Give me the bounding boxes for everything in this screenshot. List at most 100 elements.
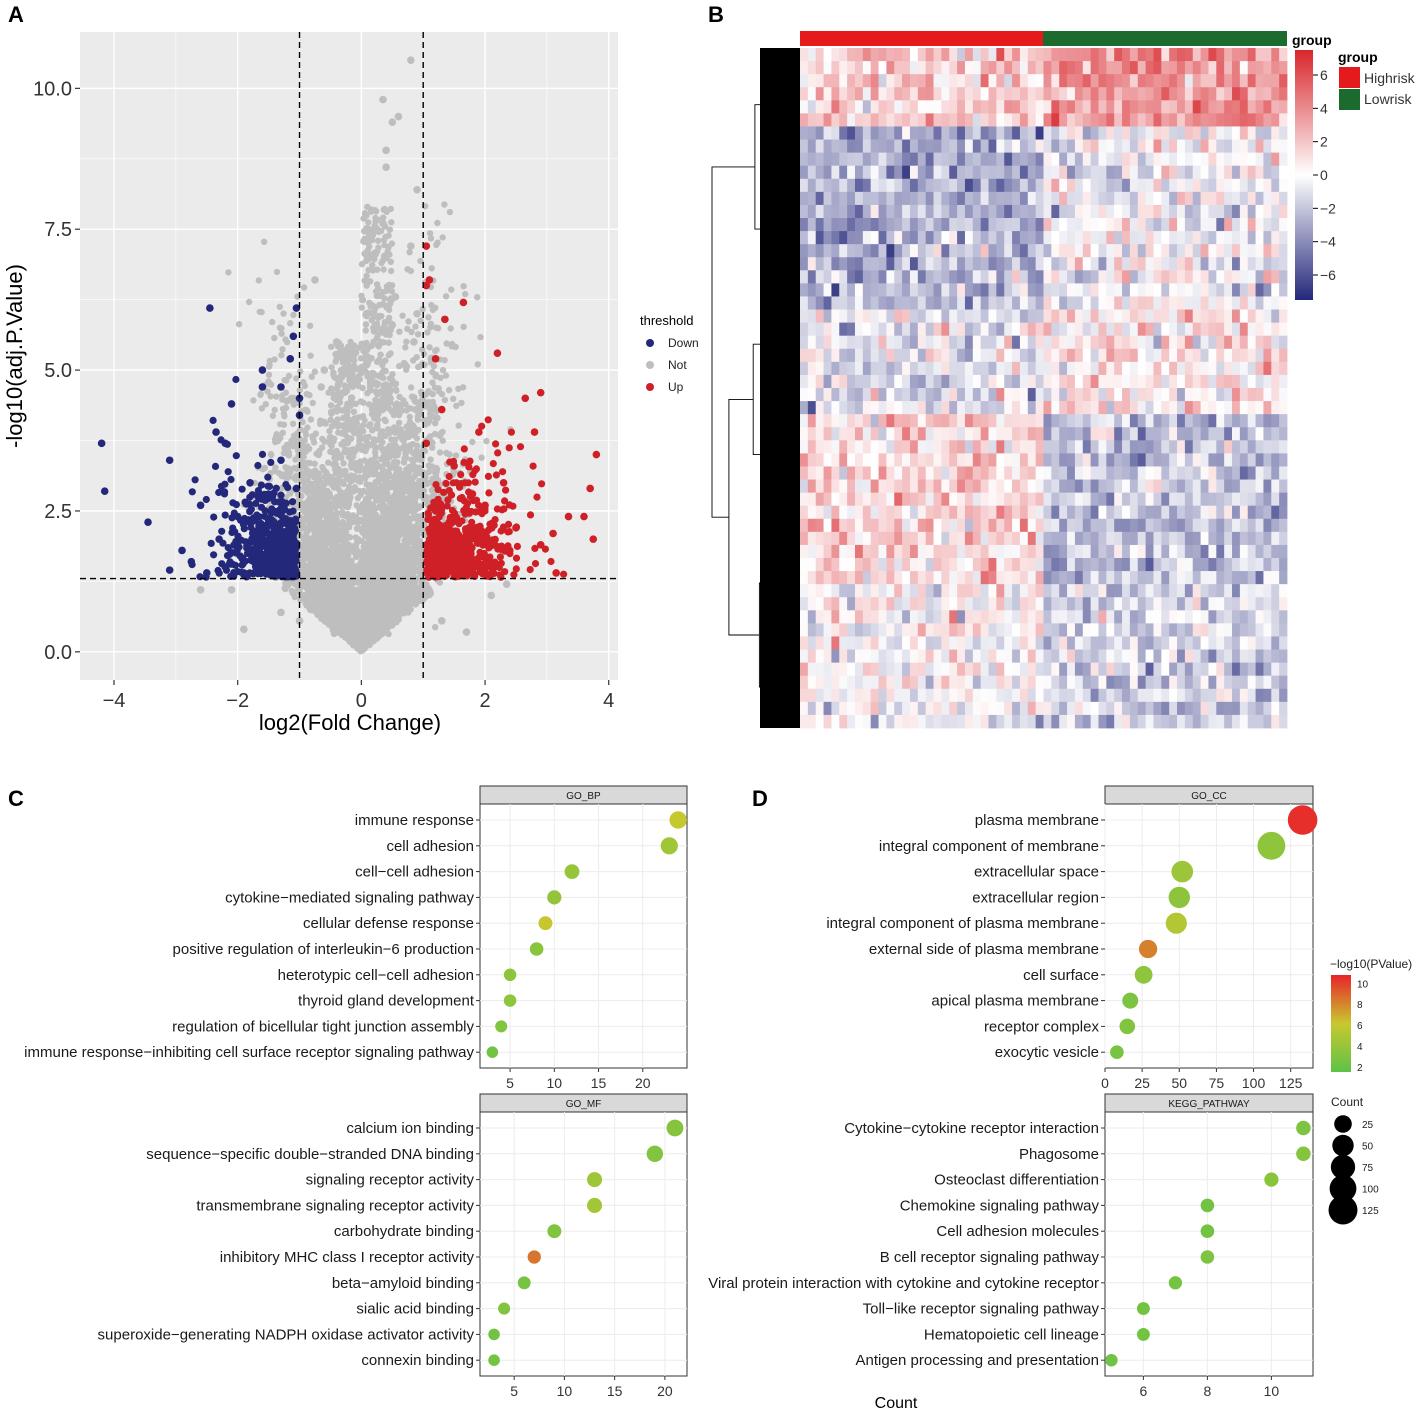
heatmap-cell (854, 688, 864, 703)
volcano-point-up (530, 428, 539, 436)
heatmap-cell (815, 623, 824, 637)
heatmap-cell (1004, 348, 1013, 363)
x-tick-label: 125 (1279, 1075, 1303, 1091)
heatmap-cell (1106, 218, 1115, 232)
heatmap-cell (972, 466, 982, 480)
heatmap-cell (996, 61, 1005, 75)
heatmap-cell (1200, 152, 1209, 167)
heatmap-cell (1035, 518, 1044, 533)
heatmap-cell (800, 558, 809, 572)
heatmap-cell (972, 531, 982, 546)
volcano-point-not (462, 628, 471, 636)
term-dot (1200, 1250, 1215, 1264)
heatmap-cell (1035, 335, 1044, 350)
heatmap-cell (1067, 466, 1076, 480)
heatmap-cell (1153, 178, 1162, 193)
heatmap-cell (886, 178, 895, 193)
heatmap-cell (925, 610, 934, 624)
heatmap-cell (847, 283, 856, 297)
heatmap-cell (1208, 335, 1217, 350)
heatmap-cell (957, 113, 966, 127)
heatmap-cell (925, 244, 934, 258)
heatmap-cell (1169, 714, 1178, 729)
heatmap-cell (1129, 296, 1139, 310)
heatmap-cell (980, 414, 989, 428)
heatmap-cell (964, 165, 974, 180)
heatmap-cell (909, 401, 919, 415)
heatmap-cell (1263, 597, 1272, 611)
heatmap-cell (1114, 87, 1123, 101)
heatmap-cell (1035, 139, 1044, 154)
heatmap-cell (1019, 414, 1029, 428)
heatmap-cell (925, 87, 934, 101)
heatmap-cell (1271, 701, 1280, 716)
heatmap-cell (1200, 374, 1209, 389)
heatmap-cell (807, 374, 817, 389)
volcano-point-not (410, 338, 418, 346)
heatmap-cell (1192, 544, 1201, 559)
heatmap-cell (996, 374, 1005, 389)
heatmap-cell (847, 270, 856, 284)
heatmap-cell (933, 688, 942, 703)
heatmap-cell (1192, 244, 1201, 258)
heatmap-cell (1169, 113, 1178, 127)
heatmap-cell (831, 597, 840, 611)
heatmap-cell (980, 283, 989, 297)
heatmap-cell (1098, 531, 1107, 546)
heatmap-cell (972, 296, 982, 310)
heatmap-cell (1098, 479, 1107, 494)
volcano-point-down (289, 332, 298, 341)
x-tick-label: 5 (510, 1383, 518, 1399)
heatmap-cell (1263, 244, 1272, 258)
heatmap-cell (870, 610, 879, 624)
heatmap-cell (1279, 531, 1288, 546)
heatmap-cell (815, 218, 824, 232)
heatmap-cell (941, 388, 950, 402)
heatmap-cell (917, 48, 927, 62)
heatmap-cell (878, 374, 887, 389)
heatmap-cell (1271, 48, 1280, 62)
heatmap-cell (1271, 401, 1280, 415)
heatmap-cell (1035, 270, 1044, 284)
heatmap-cell (1027, 296, 1037, 310)
heatmap-cell (1184, 388, 1194, 402)
heatmap-cell (1271, 675, 1280, 690)
heatmap-cell (1279, 178, 1288, 193)
heatmap-cell (1200, 479, 1209, 494)
heatmap-cell (1098, 623, 1107, 637)
heatmap-cell (1232, 479, 1241, 494)
heatmap-cell (1169, 466, 1178, 480)
heatmap-cell (917, 178, 927, 193)
heatmap-cell (1051, 714, 1060, 729)
heatmap-cell (1067, 244, 1076, 258)
heatmap-cell (1129, 257, 1139, 271)
heatmap-cell (902, 675, 911, 690)
heatmap-cell (862, 623, 872, 637)
heatmap-cell (870, 322, 879, 337)
heatmap-cell (870, 374, 879, 389)
heatmap-cell (1027, 322, 1037, 337)
heatmap-cell (854, 74, 864, 88)
heatmap-cell (1074, 558, 1084, 572)
heatmap-cell (807, 113, 817, 127)
heatmap-cell (854, 100, 864, 114)
heatmap-cell (878, 257, 887, 271)
heatmap-cell (1114, 178, 1123, 193)
heatmap-cell (925, 152, 934, 167)
heatmap-cell (1137, 714, 1147, 729)
heatmap-cell (1074, 374, 1084, 389)
heatmap-cell (972, 152, 982, 167)
heatmap-cell (1255, 165, 1264, 180)
heatmap-cell (1035, 152, 1044, 167)
heatmap-cell (800, 597, 809, 611)
heatmap-cell (1145, 558, 1154, 572)
heatmap-cell (1114, 74, 1123, 88)
heatmap-cell (839, 584, 848, 598)
heatmap-cell (949, 218, 958, 232)
term-label: carbohydrate binding (334, 1223, 474, 1240)
heatmap-cell (1239, 126, 1249, 140)
heatmap-cell (1074, 610, 1084, 624)
heatmap-cell (1098, 374, 1107, 389)
heatmap-cell (1255, 374, 1264, 389)
heatmap-cell (1106, 322, 1115, 337)
